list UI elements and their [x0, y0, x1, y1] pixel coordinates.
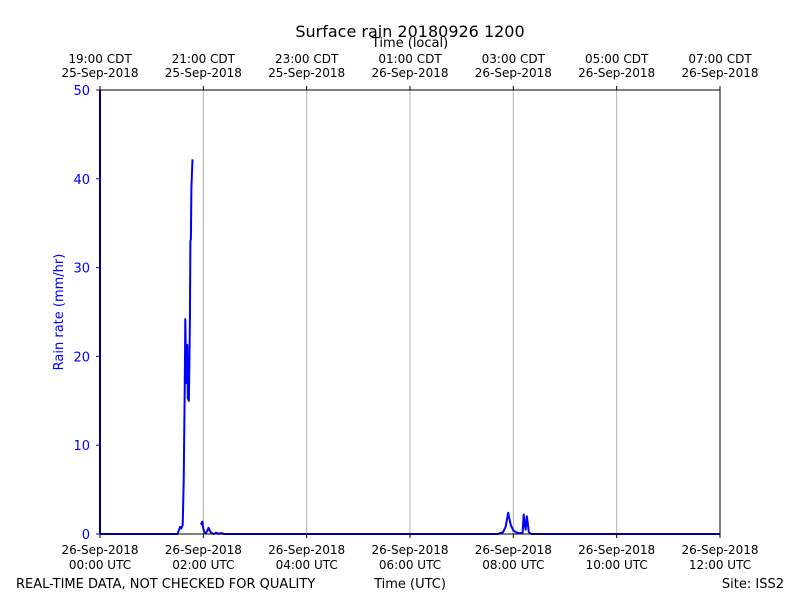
top-tick-time: 05:00 CDT	[585, 52, 649, 66]
bottom-tick-time: 10:00 UTC	[586, 558, 648, 572]
y-axis-label: Rain rate (mm/hr)	[52, 254, 67, 371]
footer-site: Site: ISS2	[722, 577, 784, 592]
top-tick-date: 26-Sep-2018	[475, 66, 552, 80]
bottom-tick-date: 26-Sep-2018	[475, 543, 552, 557]
bottom-tick-time: 08:00 UTC	[482, 558, 544, 572]
rain-rate-line-1	[199, 511, 720, 535]
bottom-tick-time: 06:00 UTC	[379, 558, 441, 572]
y-tick-label: 40	[73, 173, 90, 188]
bottom-tick-date: 26-Sep-2018	[371, 543, 448, 557]
chart-title: Surface rain 20180926 1200	[295, 22, 524, 41]
top-axis-label: Time (local)	[371, 36, 448, 51]
vertical-gridlines	[202, 90, 618, 534]
top-tick-time: 07:00 CDT	[688, 52, 752, 66]
y-axis-ticks: 0 10 20 30 40 50	[73, 84, 100, 543]
series-layer	[99, 90, 720, 535]
bottom-tick-time: 00:00 UTC	[69, 558, 131, 572]
bottom-tick-time: 12:00 UTC	[689, 558, 751, 572]
y-tick-label: 30	[73, 262, 90, 277]
bottom-tick-time: 02:00 UTC	[172, 558, 234, 572]
top-tick-date: 25-Sep-2018	[165, 66, 242, 80]
bottom-tick-date: 26-Sep-2018	[268, 543, 345, 557]
top-tick-date: 25-Sep-2018	[61, 66, 138, 80]
bottom-tick-date: 26-Sep-2018	[165, 543, 242, 557]
y-tick-label: 10	[73, 439, 90, 454]
rain-rate-line-0	[99, 90, 194, 535]
bottom-tick-date: 26-Sep-2018	[61, 543, 138, 557]
bottom-tick-date: 26-Sep-2018	[578, 543, 655, 557]
top-tick-date: 26-Sep-2018	[578, 66, 655, 80]
y-tick-label: 20	[73, 350, 90, 365]
y-tick-label: 0	[82, 528, 90, 543]
top-tick-time: 19:00 CDT	[68, 52, 132, 66]
top-tick-date: 26-Sep-2018	[371, 66, 448, 80]
top-tick-date: 26-Sep-2018	[681, 66, 758, 80]
top-tick-time: 21:00 CDT	[172, 52, 236, 66]
top-tick-time: 23:00 CDT	[275, 52, 339, 66]
footer-disclaimer: REAL-TIME DATA, NOT CHECKED FOR QUALITY	[16, 577, 315, 592]
top-tick-time: 03:00 CDT	[482, 52, 546, 66]
y-tick-label: 50	[73, 84, 90, 99]
top-tick-time: 01:00 CDT	[378, 52, 442, 66]
bottom-tick-date: 26-Sep-2018	[681, 543, 758, 557]
top-tick-date: 25-Sep-2018	[268, 66, 345, 80]
bottom-axis-label: Time (UTC)	[373, 577, 446, 592]
bottom-tick-time: 04:00 UTC	[276, 558, 338, 572]
